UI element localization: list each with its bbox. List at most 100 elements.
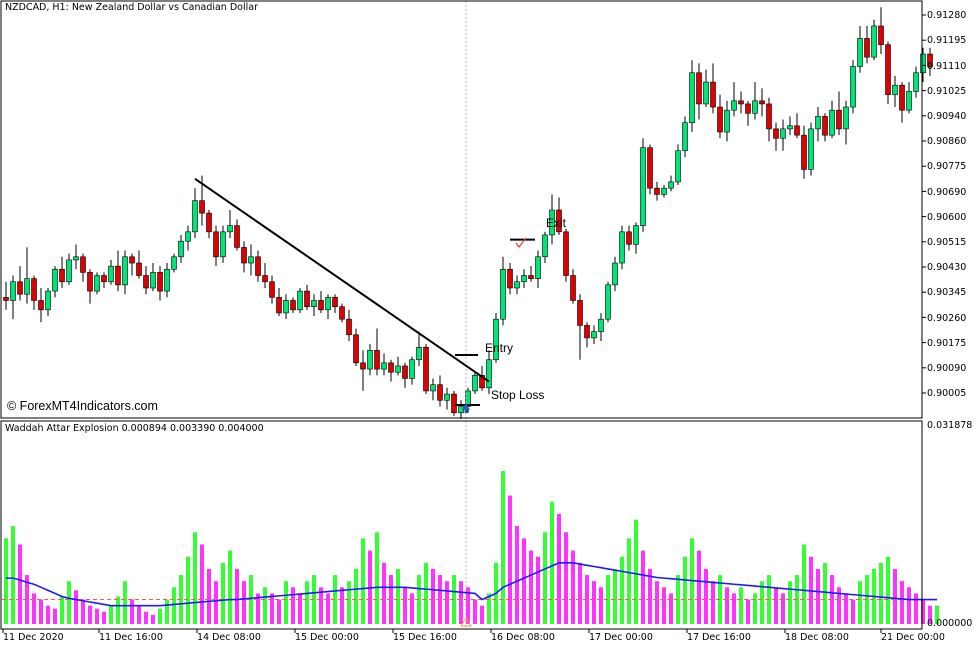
indicator-bar: [592, 581, 596, 624]
candle-body: [66, 259, 72, 283]
indicator-bar: [788, 581, 792, 624]
indicator-bar: [921, 599, 925, 624]
candle-body: [451, 393, 457, 414]
candle-body: [577, 300, 583, 326]
indicator-bar: [641, 550, 645, 624]
candle-body: [115, 265, 121, 286]
candle-body: [724, 109, 730, 133]
indicator-bar: [480, 605, 484, 624]
indicator-bar: [676, 575, 680, 624]
candle-body: [178, 240, 184, 258]
indicator-bar: [662, 587, 666, 624]
indicator-bar: [648, 568, 652, 624]
indicator-bar: [403, 587, 407, 624]
indicator-bar: [46, 605, 50, 624]
indicator-bar: [137, 605, 141, 624]
indicator-bar: [200, 544, 204, 624]
indicator-bar: [242, 581, 246, 624]
price-tick: 0.90260: [927, 313, 967, 324]
indicator-bar: [305, 581, 309, 624]
time-tick: 11 Dec 2020: [3, 632, 64, 643]
candle-body: [430, 384, 436, 392]
indicator-bar: [361, 538, 365, 624]
candle-body: [402, 365, 408, 379]
indicator-bar: [186, 556, 190, 624]
candle-body: [101, 275, 107, 283]
candle-body: [507, 268, 513, 289]
candles: [3, 7, 933, 419]
indicator-bar: [158, 608, 162, 624]
candle-body: [220, 231, 226, 258]
price-tick: 0.90430: [927, 262, 967, 273]
candle-body: [297, 290, 303, 311]
candle-body: [157, 272, 163, 292]
candle-body: [598, 318, 604, 332]
candle-body: [94, 275, 100, 292]
indicator-bar: [529, 550, 533, 624]
candle-body: [885, 44, 891, 95]
indicator-bar: [739, 587, 743, 624]
candle-body: [500, 268, 506, 320]
indicator-bar: [256, 593, 260, 624]
indicator-bar: [865, 575, 869, 624]
candle-body: [668, 181, 674, 189]
price-tick: 0.91280: [927, 10, 967, 21]
indicator-bar: [711, 581, 715, 624]
candle-body: [640, 147, 646, 226]
candle-body: [836, 109, 842, 130]
candle-body: [283, 300, 289, 314]
indicator-bar: [571, 550, 575, 624]
candle-body: [423, 346, 429, 392]
candle-body: [521, 275, 527, 283]
entry-label: Entry: [485, 341, 514, 355]
price-tick: 0.90690: [927, 187, 967, 198]
indicator-bar: [928, 605, 932, 624]
candle-body: [542, 234, 548, 258]
indicator-tick: 0.000000: [927, 618, 973, 629]
indicator-bar: [67, 581, 71, 624]
candle-body: [920, 53, 926, 74]
indicator-bar: [32, 593, 36, 624]
overlays: [194, 1, 535, 630]
price-tick: 0.91195: [927, 35, 967, 46]
candle-body: [52, 268, 58, 292]
indicator-bar: [347, 581, 351, 624]
candle-body: [703, 81, 709, 105]
indicator-bar: [431, 568, 435, 624]
candle-body: [241, 247, 247, 264]
indicator-bar: [557, 513, 561, 624]
indicator-bar: [88, 605, 92, 624]
indicator-bar: [270, 593, 274, 624]
indicator-bar: [424, 562, 428, 624]
price-tick: 0.90345: [927, 287, 967, 298]
candle-body: [570, 275, 576, 301]
main-frame: [0, 0, 923, 419]
candle-body: [871, 25, 877, 58]
candle-body: [437, 384, 443, 401]
candle-body: [227, 225, 233, 233]
indicator-bar: [816, 568, 820, 624]
indicator-bar: [60, 596, 64, 624]
candle-body: [381, 362, 387, 370]
candle-body: [913, 72, 919, 92]
candle-body: [255, 256, 261, 276]
indicator-bar: [277, 599, 281, 624]
candle-body: [682, 122, 688, 152]
indicator-bar: [172, 587, 176, 624]
indicator-bar: [116, 596, 120, 624]
indicator-bar: [214, 581, 218, 624]
candle-body: [850, 66, 856, 108]
indicator-bar: [522, 538, 526, 624]
indicator-bar: [753, 593, 757, 624]
candle-body: [199, 200, 205, 214]
candle-body: [360, 362, 366, 370]
candle-body: [787, 125, 793, 130]
candle-body: [822, 116, 828, 136]
time-tick: 21 Dec 00:00: [881, 632, 945, 643]
candle-body: [563, 231, 569, 276]
candle-body: [304, 290, 310, 308]
price-tick: 0.90860: [927, 136, 967, 147]
indicator-bar: [144, 611, 148, 624]
time-tick: 16 Dec 08:00: [491, 632, 555, 643]
